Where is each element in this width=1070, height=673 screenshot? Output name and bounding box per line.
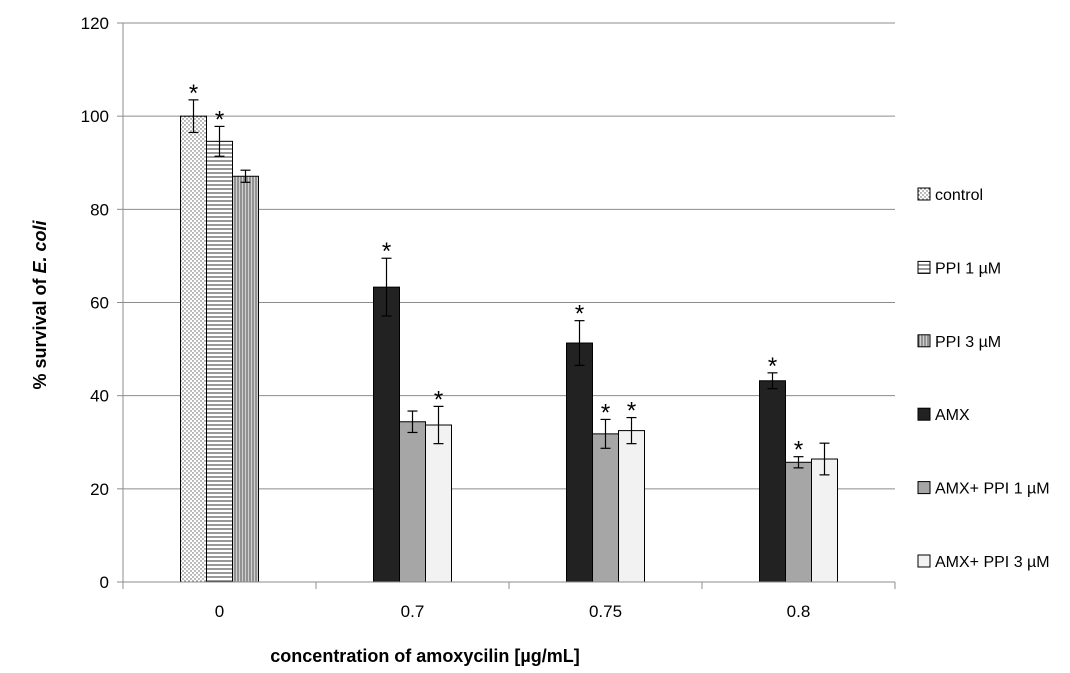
significance-star: * bbox=[215, 106, 224, 133]
bar bbox=[232, 175, 259, 583]
significance-star: * bbox=[575, 301, 584, 328]
axes bbox=[122, 23, 896, 589]
bar bbox=[811, 458, 838, 583]
y-tick-label: 60 bbox=[90, 294, 109, 313]
y-axis-title: % survival of E. coli bbox=[30, 219, 50, 389]
bar bbox=[566, 342, 593, 583]
bar bbox=[206, 140, 233, 583]
bar bbox=[592, 433, 619, 583]
y-tick-label: 80 bbox=[90, 200, 109, 219]
legend-swatch bbox=[917, 334, 931, 348]
error-bars bbox=[188, 99, 830, 476]
legend-swatch bbox=[917, 260, 931, 274]
legend-label: AMX+ PPI 3 µM bbox=[935, 554, 1050, 571]
significance-star: * bbox=[601, 399, 610, 426]
x-tick-label: 0.75 bbox=[589, 602, 622, 621]
bar bbox=[785, 461, 812, 583]
y-tick-label: 0 bbox=[100, 573, 109, 592]
legend-label: AMX+ PPI 1 µM bbox=[935, 481, 1050, 498]
legend-swatch bbox=[917, 407, 931, 421]
significance-star: * bbox=[768, 353, 777, 380]
y-tick-label: 20 bbox=[90, 480, 109, 499]
bar bbox=[618, 430, 645, 583]
legend: control PPI 1 µM PPI 3 µM AMX AMX+ PPI 1 µM… bbox=[917, 187, 1050, 571]
legend-label: PPI 3 µM bbox=[935, 334, 1001, 351]
bar bbox=[425, 424, 452, 583]
legend-swatch bbox=[917, 554, 931, 568]
bars bbox=[180, 115, 838, 583]
significance-star: * bbox=[189, 80, 198, 107]
x-tick-label: 0.7 bbox=[401, 602, 425, 621]
legend-swatch bbox=[917, 187, 931, 201]
significance-star: * bbox=[627, 398, 636, 425]
y-tick-label: 40 bbox=[90, 387, 109, 406]
bar bbox=[399, 421, 426, 583]
bar bbox=[373, 286, 400, 583]
y-axis-title-main: % survival of bbox=[30, 273, 50, 389]
bar bbox=[180, 115, 207, 583]
significance-markers: * * * * * * * * * bbox=[189, 80, 803, 464]
y-tick-labels: 0 20 40 60 80 100 120 bbox=[81, 14, 109, 592]
legend-label: control bbox=[935, 187, 983, 204]
x-tick-label: 0.8 bbox=[787, 602, 811, 621]
y-axis-title-species: E. coli bbox=[30, 219, 50, 273]
y-tick-label: 120 bbox=[81, 14, 109, 33]
legend-label: PPI 1 µM bbox=[935, 260, 1001, 277]
bar bbox=[759, 380, 786, 583]
significance-star: * bbox=[382, 238, 391, 265]
x-tick-labels: 0 0.7 0.75 0.8 bbox=[215, 602, 811, 621]
legend-swatch bbox=[917, 481, 931, 495]
x-axis-title: concentration of amoxycilin [µg/mL] bbox=[270, 646, 579, 666]
x-tick-label: 0 bbox=[215, 602, 224, 621]
significance-star: * bbox=[434, 386, 443, 413]
legend-label: AMX bbox=[935, 407, 970, 424]
y-tick-label: 100 bbox=[81, 107, 109, 126]
significance-star: * bbox=[794, 437, 803, 464]
